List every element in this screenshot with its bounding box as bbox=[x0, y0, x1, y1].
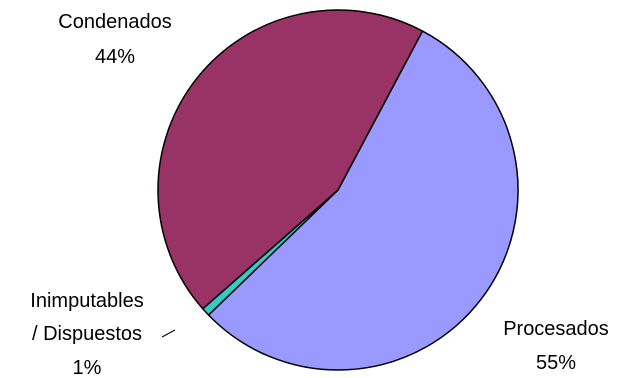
pct-inimputables: 1% bbox=[73, 357, 102, 378]
label-inimputables: Inimputables bbox=[30, 290, 143, 312]
label-condenados: Condenados bbox=[58, 11, 171, 33]
label-procesados: Procesados bbox=[503, 318, 609, 340]
pct-condenados: 44% bbox=[95, 46, 135, 68]
pie-slices bbox=[157, 9, 519, 371]
label-dispuestos: / Dispuestos bbox=[32, 323, 142, 345]
leader-line-inimputables bbox=[161, 329, 176, 338]
pie-slice-condenados bbox=[157, 9, 424, 310]
pct-procesados: 55% bbox=[536, 352, 576, 374]
pie-slice-procesados bbox=[207, 30, 519, 371]
